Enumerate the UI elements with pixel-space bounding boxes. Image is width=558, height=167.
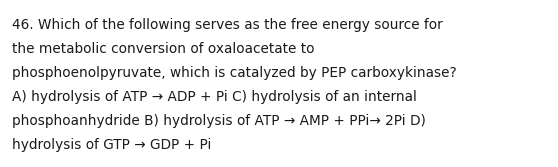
Text: 46. Which of the following serves as the free energy source for: 46. Which of the following serves as the… [12, 18, 442, 32]
Text: phosphoenolpyruvate, which is catalyzed by PEP carboxykinase?: phosphoenolpyruvate, which is catalyzed … [12, 66, 457, 80]
Text: the metabolic conversion of oxaloacetate to: the metabolic conversion of oxaloacetate… [12, 42, 315, 56]
Text: hydrolysis of GTP → GDP + Pi: hydrolysis of GTP → GDP + Pi [12, 138, 211, 152]
Text: phosphoanhydride B) hydrolysis of ATP → AMP + PPi→ 2Pi D): phosphoanhydride B) hydrolysis of ATP → … [12, 114, 426, 128]
Text: A) hydrolysis of ATP → ADP + Pi C) hydrolysis of an internal: A) hydrolysis of ATP → ADP + Pi C) hydro… [12, 90, 417, 104]
